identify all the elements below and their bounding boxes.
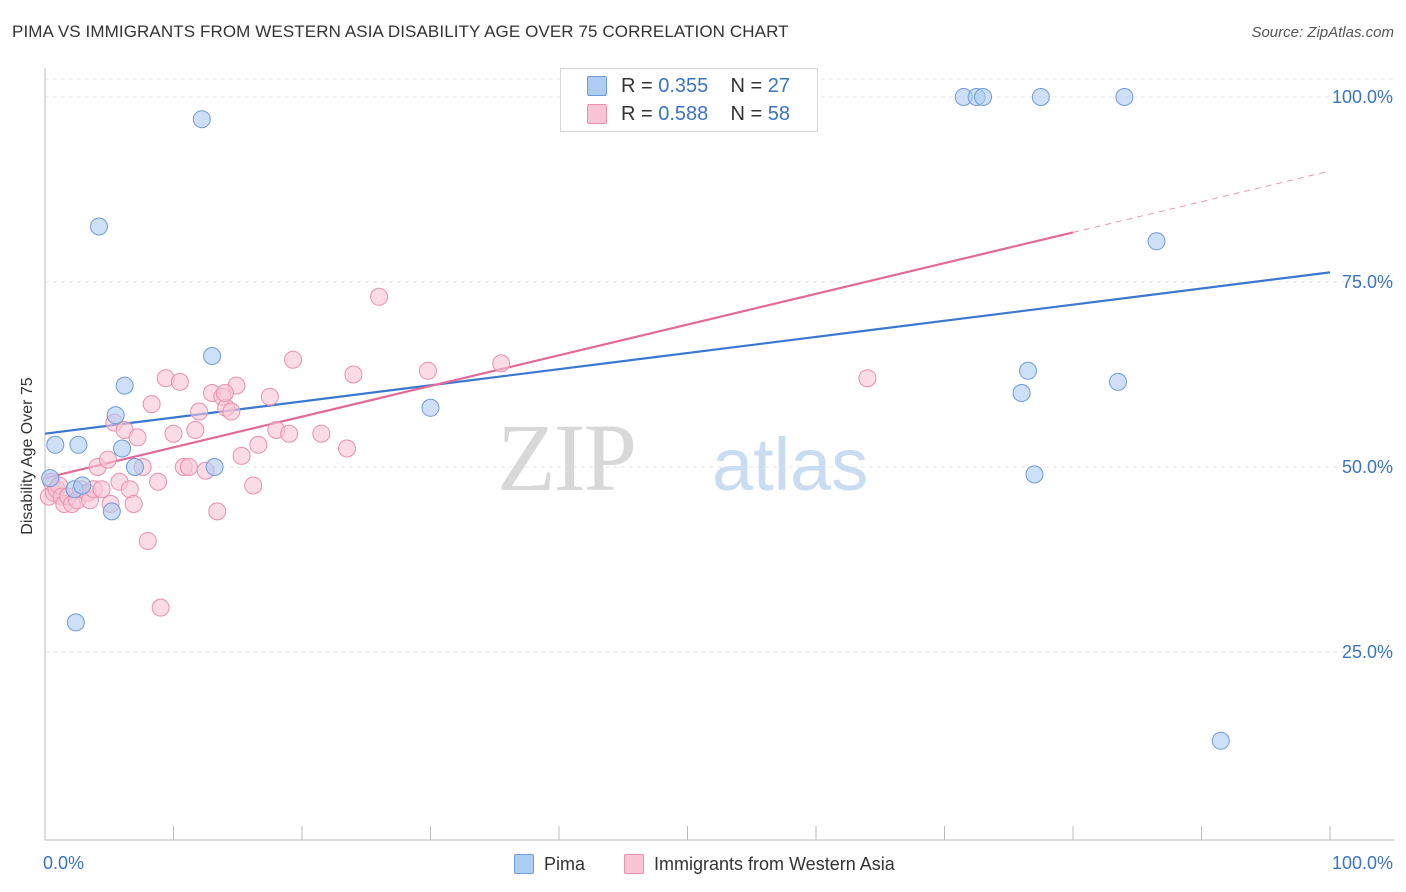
data-point	[115, 376, 134, 395]
axis-tick-labels: 25.0% 50.0% 75.0% 100.0% 0.0% 100.0%	[43, 87, 1393, 873]
data-point	[124, 495, 143, 513]
correlation-legend: R = 0.355 N = 27 R = 0.588 N = 58	[560, 68, 818, 132]
data-point	[120, 480, 139, 499]
data-point	[370, 287, 389, 306]
data-point	[1211, 731, 1230, 750]
data-point	[98, 450, 117, 469]
trend-line-pima	[44, 271, 1331, 435]
data-point	[1147, 232, 1166, 251]
data-point	[205, 458, 224, 476]
legend-text-pima: R = 0.355 N = 27	[621, 75, 790, 98]
r-value-pima: 0.355	[658, 74, 709, 97]
data-point	[190, 402, 209, 421]
r-value-immigrants: 0.588	[658, 102, 709, 125]
axes	[44, 68, 1394, 841]
data-point	[179, 458, 198, 476]
legend-item-pima[interactable]: Pima	[514, 852, 585, 876]
data-point	[492, 354, 511, 373]
data-point	[1031, 88, 1050, 106]
watermark-atlas: atlas	[712, 423, 868, 506]
y-tick-label: 75.0%	[1342, 272, 1393, 292]
data-point	[418, 361, 437, 380]
source-label: Source: ZipAtlas.com	[1251, 24, 1394, 41]
data-point	[138, 532, 157, 550]
trend-lines	[44, 170, 1331, 480]
data-point	[344, 365, 363, 384]
n-label: N =	[730, 102, 768, 125]
legend-swatch-pima	[587, 76, 607, 96]
watermark: ZIP atlas	[497, 404, 868, 511]
legend-swatch-immigrants	[624, 854, 644, 874]
data-point	[249, 435, 268, 454]
data-point	[92, 480, 111, 499]
trend-line-extension-immigrants	[1072, 170, 1331, 233]
n-value-immigrants: 58	[767, 102, 791, 125]
n-label: N =	[730, 74, 768, 97]
data-point	[260, 387, 279, 406]
data-point	[974, 88, 993, 106]
data-point	[284, 350, 303, 369]
data-point	[421, 398, 440, 417]
legend-label-pima: Pima	[544, 853, 586, 874]
n-value-pima: 27	[767, 74, 791, 97]
data-point	[280, 424, 299, 443]
legend-swatch-immigrants	[587, 104, 607, 124]
trend-line-immigrants	[44, 231, 1074, 480]
data-point	[208, 502, 227, 521]
data-point	[186, 421, 205, 439]
x-tick-label-max: 100.0%	[1332, 853, 1393, 873]
data-point	[142, 395, 161, 414]
data-point	[46, 435, 65, 454]
watermark-zip: ZIP	[497, 404, 635, 511]
data-point	[73, 476, 92, 495]
series-legend: Pima Immigrants from Western Asia	[0, 852, 1406, 878]
data-point	[106, 406, 125, 425]
data-point	[203, 347, 222, 365]
data-point	[337, 439, 356, 458]
data-point	[113, 439, 132, 458]
data-point	[69, 435, 88, 454]
chart-title: PIMA VS IMMIGRANTS FROM WESTERN ASIA DIS…	[12, 22, 789, 41]
data-point	[312, 424, 331, 443]
legend-item-immigrants[interactable]: Immigrants from Western Asia	[624, 852, 895, 876]
data-point	[1115, 88, 1134, 106]
data-point	[125, 458, 144, 476]
data-point	[164, 424, 183, 443]
data-point	[151, 598, 170, 617]
data-point	[66, 613, 85, 632]
data-point	[192, 110, 211, 129]
legend-swatch-pima	[514, 854, 534, 874]
r-label: R =	[621, 102, 659, 125]
data-points	[39, 88, 1230, 750]
data-point	[1108, 372, 1127, 391]
y-tick-label: 50.0%	[1342, 457, 1393, 477]
x-tick-label-min: 0.0%	[43, 853, 84, 873]
r-label: R =	[621, 74, 659, 97]
data-point	[149, 472, 168, 491]
series-pima	[41, 88, 1230, 750]
data-point	[89, 217, 108, 236]
data-point	[232, 446, 251, 465]
data-point	[128, 428, 147, 447]
data-point	[1025, 465, 1044, 484]
data-point	[858, 369, 877, 388]
data-point	[222, 402, 241, 421]
legend-text-immigrants: R = 0.588 N = 58	[621, 103, 790, 126]
data-point	[102, 502, 121, 521]
data-point	[170, 372, 189, 391]
data-point	[41, 469, 60, 488]
data-point	[244, 476, 263, 495]
legend-label-immigrants: Immigrants from Western Asia	[654, 853, 895, 874]
y-tick-label: 25.0%	[1342, 642, 1393, 662]
y-tick-label: 100.0%	[1332, 87, 1393, 107]
grid-lines	[45, 78, 1394, 653]
data-point	[215, 384, 234, 402]
data-point	[1019, 361, 1038, 380]
data-point	[1012, 384, 1031, 402]
